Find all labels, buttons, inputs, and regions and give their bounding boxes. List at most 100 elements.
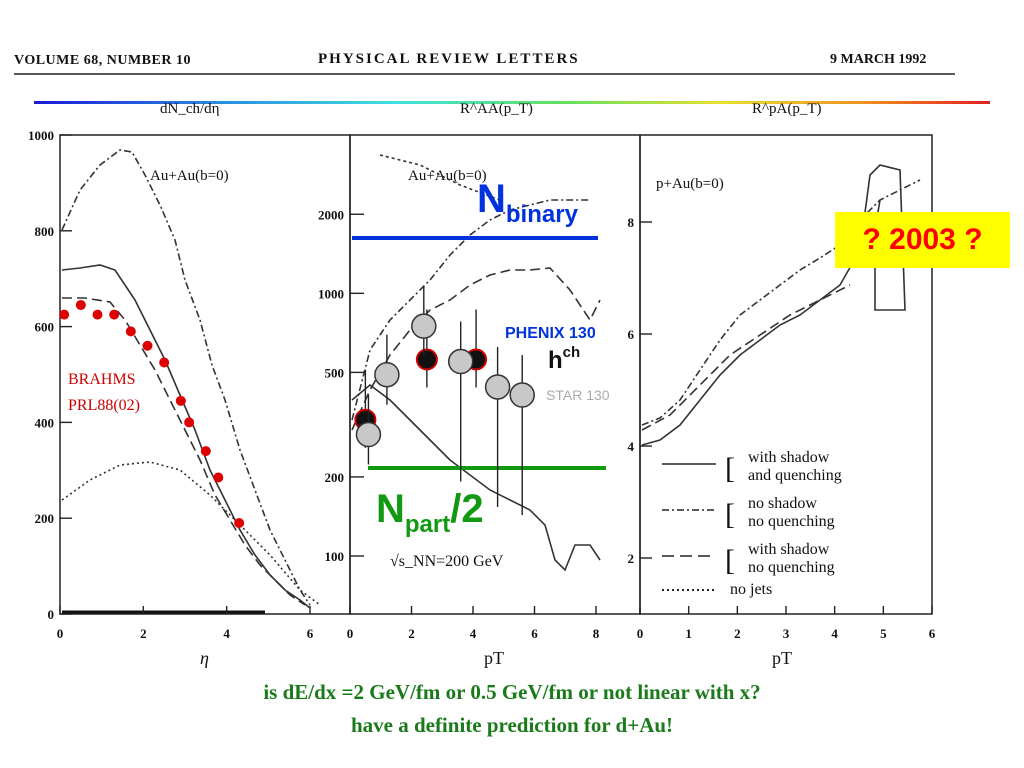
n-binary-label: Nbinary xyxy=(477,177,579,228)
panel-1-label: Au+Au(b=0) xyxy=(150,168,229,184)
note-line-2: have a definite prediction for d+Au! xyxy=(350,713,674,737)
star-point xyxy=(509,382,535,408)
n-part-label: Npart/2 xyxy=(376,487,484,538)
y-tick-label: 200 xyxy=(35,511,55,526)
brahms-point xyxy=(234,517,245,528)
y-tick-label: 0 xyxy=(48,607,55,622)
legend-text-4: no jets xyxy=(730,581,772,598)
brahms-point xyxy=(175,395,186,406)
panel-heading-3: R^pA(p_T) xyxy=(752,101,822,117)
header-volume: VOLUME 68, NUMBER 10 xyxy=(14,53,191,68)
y-tick-label: 100 xyxy=(325,549,345,564)
brahms-point xyxy=(200,446,211,457)
panel-3-label: p+Au(b=0) xyxy=(656,176,724,192)
curve-3-dashdot xyxy=(641,179,921,426)
curve-3-solid xyxy=(641,164,906,446)
x-tick-label: 1 xyxy=(685,626,692,641)
x-tick-label: 6 xyxy=(929,626,936,641)
x-tick-label: 0 xyxy=(57,626,64,641)
hch-label: hch xyxy=(548,344,580,374)
theory-curves-panel-2 xyxy=(351,154,601,572)
brahms-point xyxy=(75,300,86,311)
legend-text-1a: with shadow xyxy=(748,449,830,466)
x-tick-label: 0 xyxy=(347,626,354,641)
brahms-point xyxy=(184,417,195,428)
legend-text-3b: no quenching xyxy=(748,559,835,576)
curve-1-dashdot xyxy=(61,149,311,606)
header-date: 9 MARCH 1992 xyxy=(830,52,926,67)
y-tick-label: 500 xyxy=(325,365,345,380)
x-tick-label: 4 xyxy=(470,626,477,641)
n-part-suffix: /2 xyxy=(450,487,483,531)
y-tick-label: 2 xyxy=(628,551,635,566)
curve-2-dashed-upper xyxy=(379,154,501,201)
legend-bracket-3: [ xyxy=(725,544,735,577)
header-journal: PHYSICAL REVIEW LETTERS xyxy=(318,51,580,67)
curve-1-dotted xyxy=(61,461,321,606)
theory-curves-panel-3 xyxy=(641,164,921,446)
x-tick-label: 8 xyxy=(593,626,600,641)
brahms-point xyxy=(213,472,224,483)
y-tick-label: 200 xyxy=(325,470,345,485)
panel-heading-2: R^AA(p_T) xyxy=(460,101,533,117)
x-tick-label: 3 xyxy=(783,626,790,641)
legend-panel-3: [ with shadow and quenching [ no shadow … xyxy=(662,449,842,598)
n-binary-main: N xyxy=(477,177,506,221)
xlabel-2: pT xyxy=(484,648,504,668)
y-tick-label: 800 xyxy=(35,224,55,239)
year-badge: ? 2003 ? xyxy=(835,212,1010,268)
y-tick-label: 6 xyxy=(628,327,635,342)
panel-heading-1: dN_ch/dη xyxy=(160,101,220,117)
brahms-label-1: BRAHMS xyxy=(68,371,136,388)
curve-2-dashdot xyxy=(351,199,590,421)
x-tick-label: 6 xyxy=(307,626,314,641)
legend-text-2a: no shadow xyxy=(748,495,817,512)
hch-main: h xyxy=(548,347,563,374)
y-tick-label: 600 xyxy=(35,320,55,335)
star-point xyxy=(484,374,511,400)
curve-3-dash xyxy=(641,284,851,431)
xlabel-3: pT xyxy=(772,648,792,668)
legend-bracket-1: [ xyxy=(725,452,735,485)
y-tick-label: 1000 xyxy=(318,286,344,301)
x-tick-label: 2 xyxy=(734,626,741,641)
n-part-main: N xyxy=(376,487,405,531)
energy-label: √s_NN=200 GeV xyxy=(390,553,504,570)
x-tick-label: 0 xyxy=(637,626,644,641)
y-tick-label: 4 xyxy=(628,439,635,454)
phenix-point xyxy=(415,348,438,371)
star-point xyxy=(447,348,474,375)
note-line-1: is dE/dx =2 GeV/fm or 0.5 GeV/fm or not … xyxy=(263,680,761,704)
axis-ticks: 0 2 4 6 0 2 4 6 8 0 1 2 3 4 5 6 0 200 400 600 800 1000 100 200 5… xyxy=(28,128,936,641)
x-tick-label: 4 xyxy=(831,626,838,641)
xlabel-1: η xyxy=(200,648,209,668)
star-label: STAR 130 xyxy=(546,387,610,403)
n-part-sub: part xyxy=(405,511,450,538)
curve-2-solid xyxy=(351,383,601,572)
x-tick-label: 2 xyxy=(408,626,415,641)
theory-curves-panel-1 xyxy=(61,149,321,614)
star-point xyxy=(374,361,400,388)
legend-text-1b: and quenching xyxy=(748,467,842,484)
x-tick-label: 4 xyxy=(223,626,230,641)
panel-2-label: Au+Au(b=0) xyxy=(408,168,487,184)
y-tick-label: 2000 xyxy=(318,207,344,222)
curve-1-dash xyxy=(62,297,306,606)
y-tick-label: 400 xyxy=(35,415,55,430)
legend-text-2b: no quenching xyxy=(748,513,835,530)
star-point xyxy=(411,313,437,339)
brahms-label-2: PRL88(02) xyxy=(68,397,140,414)
rainbow-divider xyxy=(34,101,990,104)
brahms-point xyxy=(142,340,153,351)
x-tick-label: 2 xyxy=(140,626,147,641)
brahms-point xyxy=(92,309,103,320)
data-points xyxy=(59,286,535,528)
n-binary-sub: binary xyxy=(506,201,579,228)
x-tick-label: 6 xyxy=(531,626,538,641)
phenix-label: PHENIX 130 xyxy=(505,325,596,342)
curve-2-dash xyxy=(351,267,601,431)
x-tick-label: 5 xyxy=(880,626,887,641)
legend-text-3a: with shadow xyxy=(748,541,830,558)
hch-sup: ch xyxy=(563,344,581,361)
